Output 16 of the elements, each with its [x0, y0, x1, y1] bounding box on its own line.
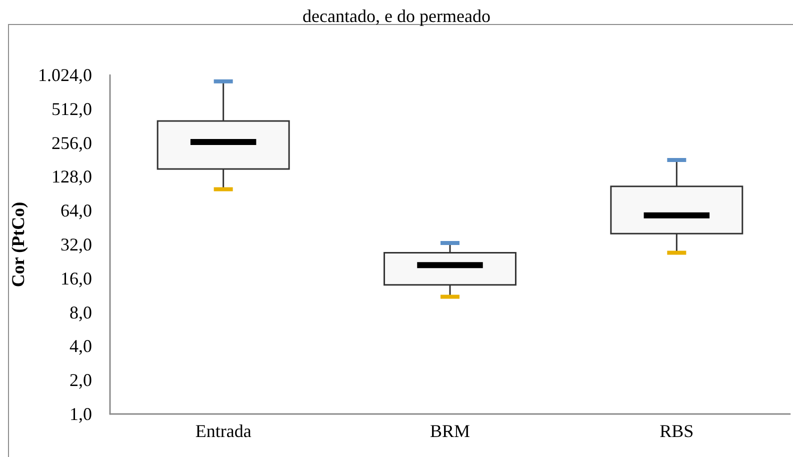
y-tick-label: 2,0 — [70, 370, 92, 390]
y-tick-label: 256,0 — [52, 132, 92, 153]
y-tick-label: 1,0 — [70, 404, 92, 424]
x-tick-label: Entrada — [195, 421, 252, 441]
x-tick-label: BRM — [430, 421, 470, 441]
y-tick-label: 512,0 — [52, 98, 92, 119]
y-tick-label: 4,0 — [70, 336, 92, 356]
chart-title: decantado, e do permeado — [302, 6, 490, 26]
y-tick-label: 64,0 — [60, 200, 92, 221]
y-tick-label: 1.024,0 — [38, 65, 92, 85]
y-tick-label: 16,0 — [60, 268, 92, 288]
y-tick-label: 32,0 — [60, 234, 92, 254]
x-tick-label: RBS — [660, 421, 694, 441]
y-tick-label: 128,0 — [52, 166, 92, 187]
y-tick-label: 8,0 — [70, 302, 92, 322]
y-axis-title: Cor (PtCo) — [8, 202, 28, 288]
